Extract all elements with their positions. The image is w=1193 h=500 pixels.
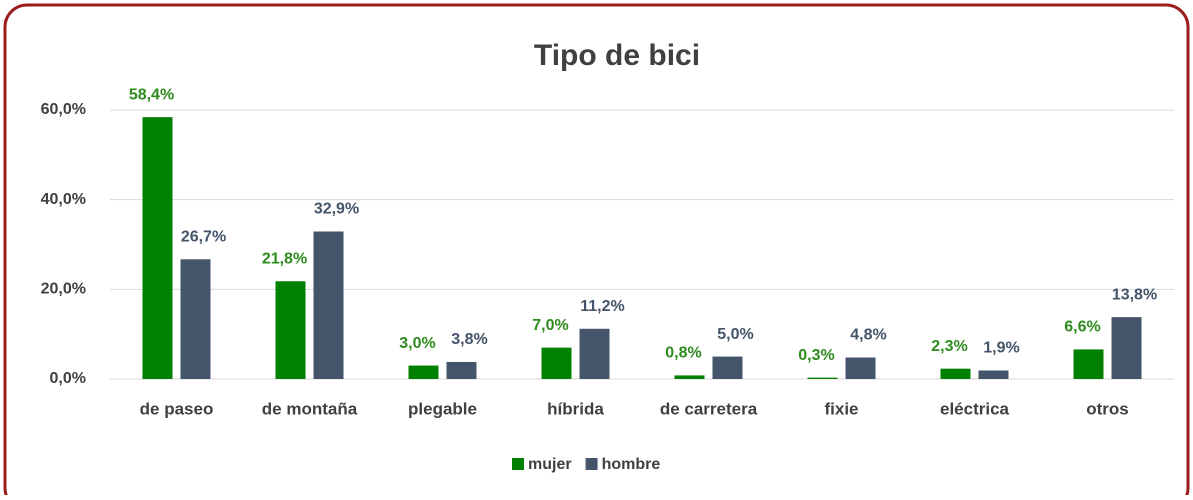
y-tick-label: 0,0%	[50, 370, 86, 387]
bar	[712, 356, 743, 379]
bar	[579, 328, 610, 379]
bar	[541, 347, 572, 379]
x-tick-label: de paseo	[140, 399, 214, 418]
value-label: 2,3%	[931, 338, 967, 355]
value-label: 13,8%	[1112, 286, 1157, 303]
value-label: 5,0%	[717, 326, 753, 343]
bar	[807, 377, 838, 379]
bar	[446, 361, 477, 379]
bar	[978, 370, 1009, 379]
value-label: 1,9%	[983, 340, 1019, 357]
value-label: 6,6%	[1064, 319, 1100, 336]
y-tick-label: 60,0%	[41, 101, 86, 118]
value-label: 3,0%	[399, 335, 435, 352]
bar	[1073, 349, 1104, 379]
bar	[1111, 317, 1142, 379]
bar	[408, 365, 439, 379]
x-tick-label: fixie	[824, 399, 858, 418]
value-label: 21,8%	[262, 250, 307, 267]
chart-title: Tipo de bici	[534, 39, 700, 72]
bar	[940, 368, 971, 379]
bar	[313, 231, 344, 379]
x-tick-label: otros	[1086, 399, 1129, 418]
bar	[275, 281, 306, 379]
bar	[142, 117, 173, 379]
bar	[674, 375, 705, 379]
x-tick-label: de montaña	[262, 399, 358, 418]
value-label: 32,9%	[314, 201, 359, 218]
legend-label: mujer	[528, 456, 572, 473]
value-label: 0,3%	[798, 347, 834, 364]
x-tick-label: eléctrica	[940, 399, 1010, 418]
legend-swatch	[585, 458, 598, 470]
value-label: 4,8%	[850, 327, 886, 344]
value-label: 0,8%	[665, 345, 701, 362]
value-label: 26,7%	[181, 229, 226, 246]
value-label: 11,2%	[580, 298, 624, 315]
bar	[180, 259, 211, 379]
value-label: 3,8%	[451, 331, 487, 348]
x-tick-label: de carretera	[660, 399, 758, 418]
legend-swatch	[512, 458, 524, 470]
y-tick-label: 40,0%	[41, 191, 86, 208]
y-tick-label: 20,0%	[41, 281, 86, 298]
x-tick-label: plegable	[408, 399, 477, 418]
value-label: 58,4%	[129, 86, 174, 103]
x-tick-label: híbrida	[547, 399, 604, 418]
bar	[845, 357, 876, 379]
legend-label: hombre	[602, 456, 661, 473]
value-label: 7,0%	[532, 317, 568, 334]
chart-frame	[3, 3, 1190, 500]
